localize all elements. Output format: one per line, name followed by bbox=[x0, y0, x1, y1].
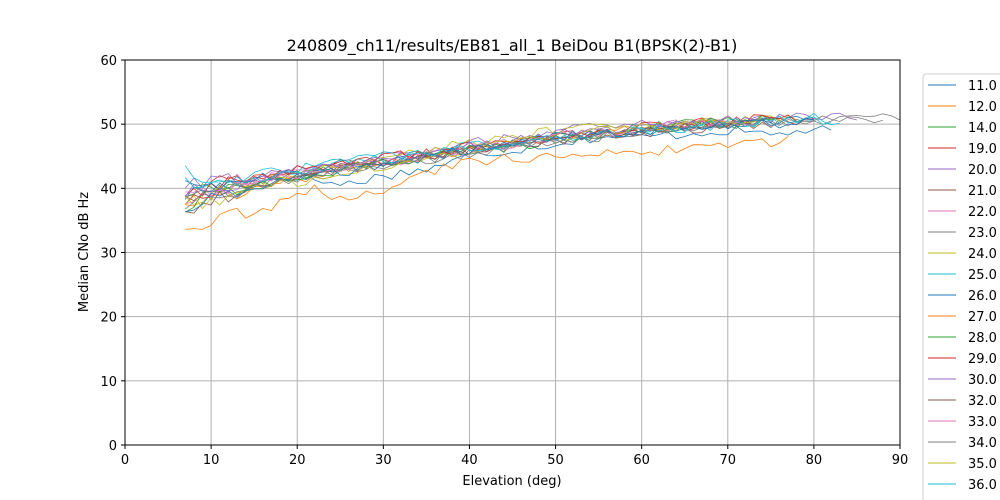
legend-label: 33.0 bbox=[968, 415, 997, 430]
x-tick-label: 60 bbox=[633, 453, 650, 468]
legend-label: 12.0 bbox=[968, 100, 997, 115]
plot-frame bbox=[124, 59, 901, 446]
legend: 11.0 12.0 14.0 19.0 20.0 21.0 22.0 23.0 24.0 25.0… bbox=[922, 73, 1000, 500]
y-tick-label: 0 bbox=[109, 439, 117, 454]
y-tick-label: 50 bbox=[100, 118, 117, 133]
legend-label: 27.0 bbox=[968, 310, 997, 325]
x-tick-label: 80 bbox=[806, 453, 823, 468]
legend-label: 29.0 bbox=[968, 352, 997, 367]
series-line-34-0 bbox=[185, 115, 883, 210]
x-tick-label: 10 bbox=[203, 453, 220, 468]
legend-label: 28.0 bbox=[968, 331, 997, 346]
ticks: 0 10 20 30 40 50 60 70 80 90 0 10 20 30 40 50 60 bbox=[100, 54, 908, 468]
series-line-36-0 bbox=[185, 115, 832, 189]
legend-label: 24.0 bbox=[968, 247, 997, 262]
y-tick-label: 60 bbox=[100, 54, 117, 69]
x-tick-label: 90 bbox=[892, 453, 909, 468]
x-tick-label: 20 bbox=[289, 453, 306, 468]
legend-label: 19.0 bbox=[968, 142, 997, 157]
legend-label: 22.0 bbox=[968, 205, 997, 220]
series-line-23-0 bbox=[185, 113, 900, 201]
y-axis-label: Median CNo dB Hz bbox=[77, 192, 92, 312]
y-tick-label: 10 bbox=[100, 375, 117, 390]
legend-label: 21.0 bbox=[968, 184, 997, 199]
legend-box bbox=[922, 73, 1000, 500]
x-tick-label: 50 bbox=[547, 453, 564, 468]
legend-label: 36.0 bbox=[968, 478, 997, 493]
x-axis-label: Elevation (deg) bbox=[462, 474, 561, 489]
legend-label: 14.0 bbox=[968, 121, 997, 136]
legend-label: 26.0 bbox=[968, 289, 997, 304]
x-tick-label: 0 bbox=[121, 453, 129, 468]
x-tick-label: 40 bbox=[461, 453, 478, 468]
legend-label: 11.0 bbox=[968, 79, 997, 94]
y-tick-label: 40 bbox=[100, 182, 117, 197]
x-tick-label: 30 bbox=[375, 453, 392, 468]
legend-label: 34.0 bbox=[968, 436, 997, 451]
chart-title: 240809_ch11/results/EB81_all_1 BeiDou B1… bbox=[287, 36, 738, 56]
legend-label: 30.0 bbox=[968, 373, 997, 388]
y-tick-label: 20 bbox=[100, 311, 117, 326]
legend-label: 25.0 bbox=[968, 268, 997, 283]
legend-label: 23.0 bbox=[968, 226, 997, 241]
legend-label: 20.0 bbox=[968, 163, 997, 178]
series-lines bbox=[184, 112, 900, 230]
legend-label: 32.0 bbox=[968, 394, 997, 409]
series-line-27-0 bbox=[185, 136, 789, 230]
legend-label: 35.0 bbox=[968, 457, 997, 472]
y-tick-label: 30 bbox=[100, 247, 117, 262]
x-tick-label: 70 bbox=[720, 453, 737, 468]
series-line-37-0 bbox=[185, 117, 814, 213]
